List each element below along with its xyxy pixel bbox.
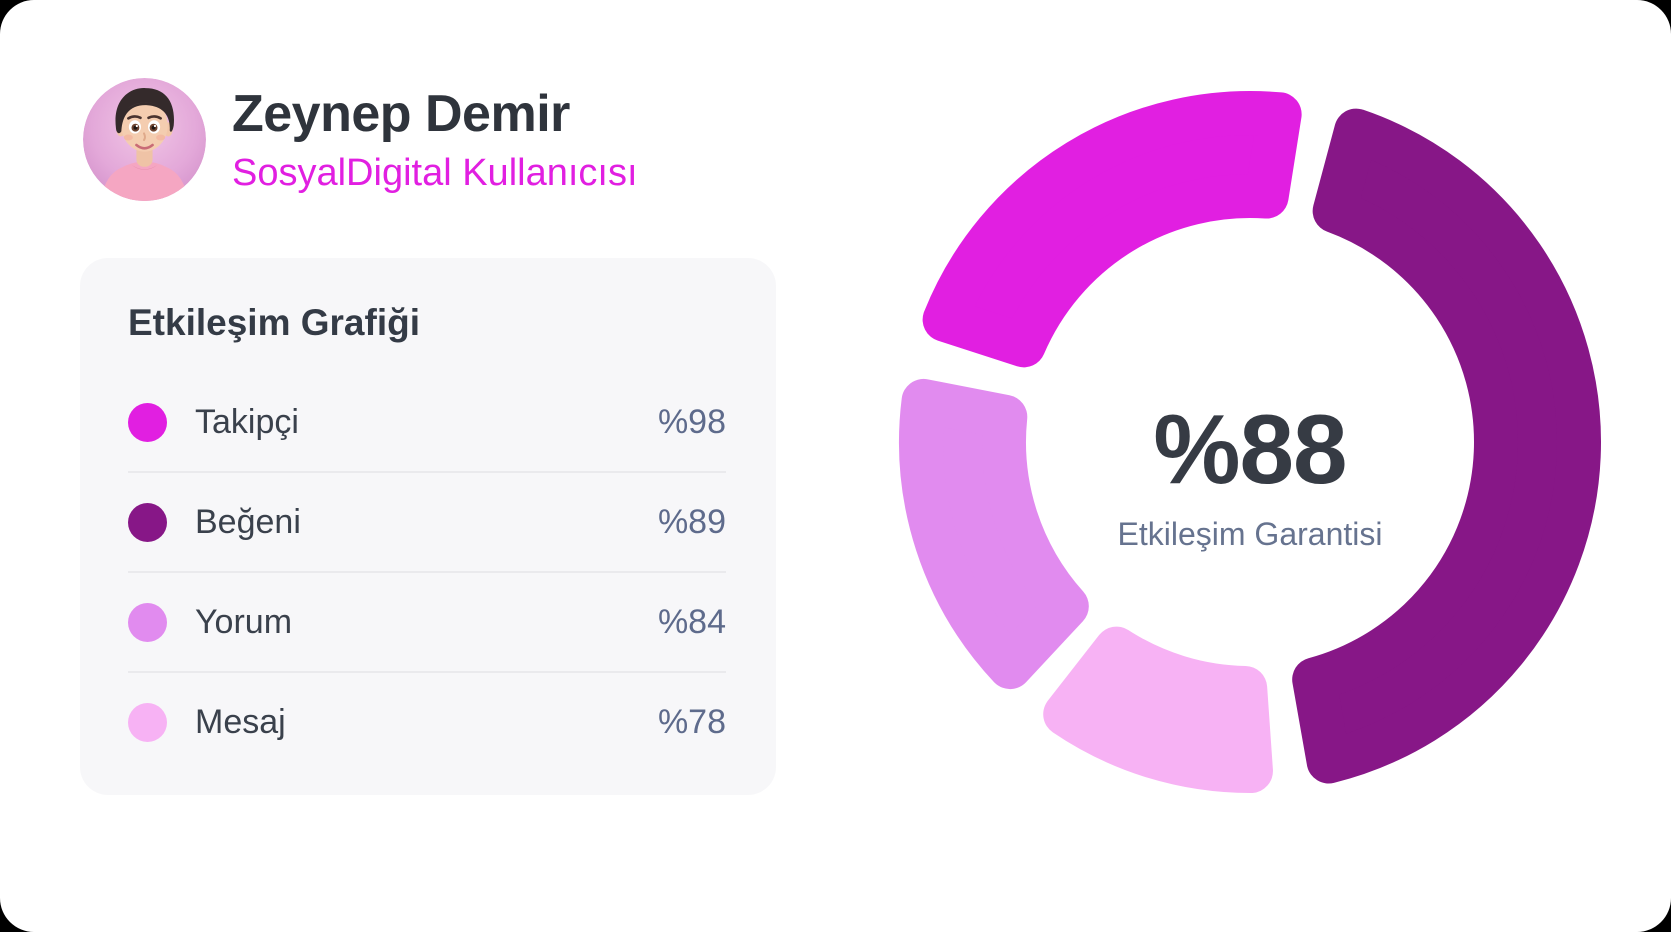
donut-center-label: Etkileşim Garantisi [1117, 516, 1383, 552]
legend-dot-takipci [128, 402, 167, 442]
profile-subtitle: SosyalDigital Kullanıcısı [232, 152, 638, 194]
engagement-card-title: Etkileşim Grafiği [128, 302, 420, 343]
legend-dot-begeni [128, 502, 167, 542]
donut-segment-begeni [1292, 108, 1601, 784]
legend-dot-yorum [128, 602, 167, 642]
legend-value: %84 [657, 602, 726, 641]
row-divider [128, 671, 726, 673]
avatar-illustration [83, 78, 206, 201]
legend-row-yorum: Yorum %84 [128, 572, 726, 672]
row-divider [128, 471, 726, 473]
donut-center-value: %88 [1153, 394, 1347, 504]
donut-segment-mesaj [1043, 626, 1273, 794]
legend-value: %98 [657, 402, 726, 441]
legend-dot-mesaj [128, 702, 167, 742]
engagement-card: Etkileşim Grafiği Takipçi %98 Beğeni %89… [80, 258, 776, 795]
legend-value: %89 [657, 502, 726, 541]
legend-row-takipci: Takipçi %98 [128, 372, 726, 472]
donut-segment-yorum [899, 378, 1089, 690]
legend-label: Mesaj [195, 702, 286, 741]
legend-row-begeni: Beğeni %89 [128, 472, 726, 572]
legend-label: Yorum [195, 602, 293, 641]
avatar [83, 78, 206, 201]
donut-chart [899, 91, 1601, 794]
legend-label: Takipçi [195, 402, 299, 441]
donut-segment-takipci [922, 91, 1302, 368]
row-divider [128, 571, 726, 573]
donut-center: %88 Etkileşim Garantisi [1118, 400, 1383, 553]
legend-label: Beğeni [195, 502, 301, 541]
legend-value: %78 [657, 702, 726, 741]
legend-row-mesaj: Mesaj %78 [128, 672, 726, 772]
profile-name: Zeynep Demir [232, 85, 570, 143]
